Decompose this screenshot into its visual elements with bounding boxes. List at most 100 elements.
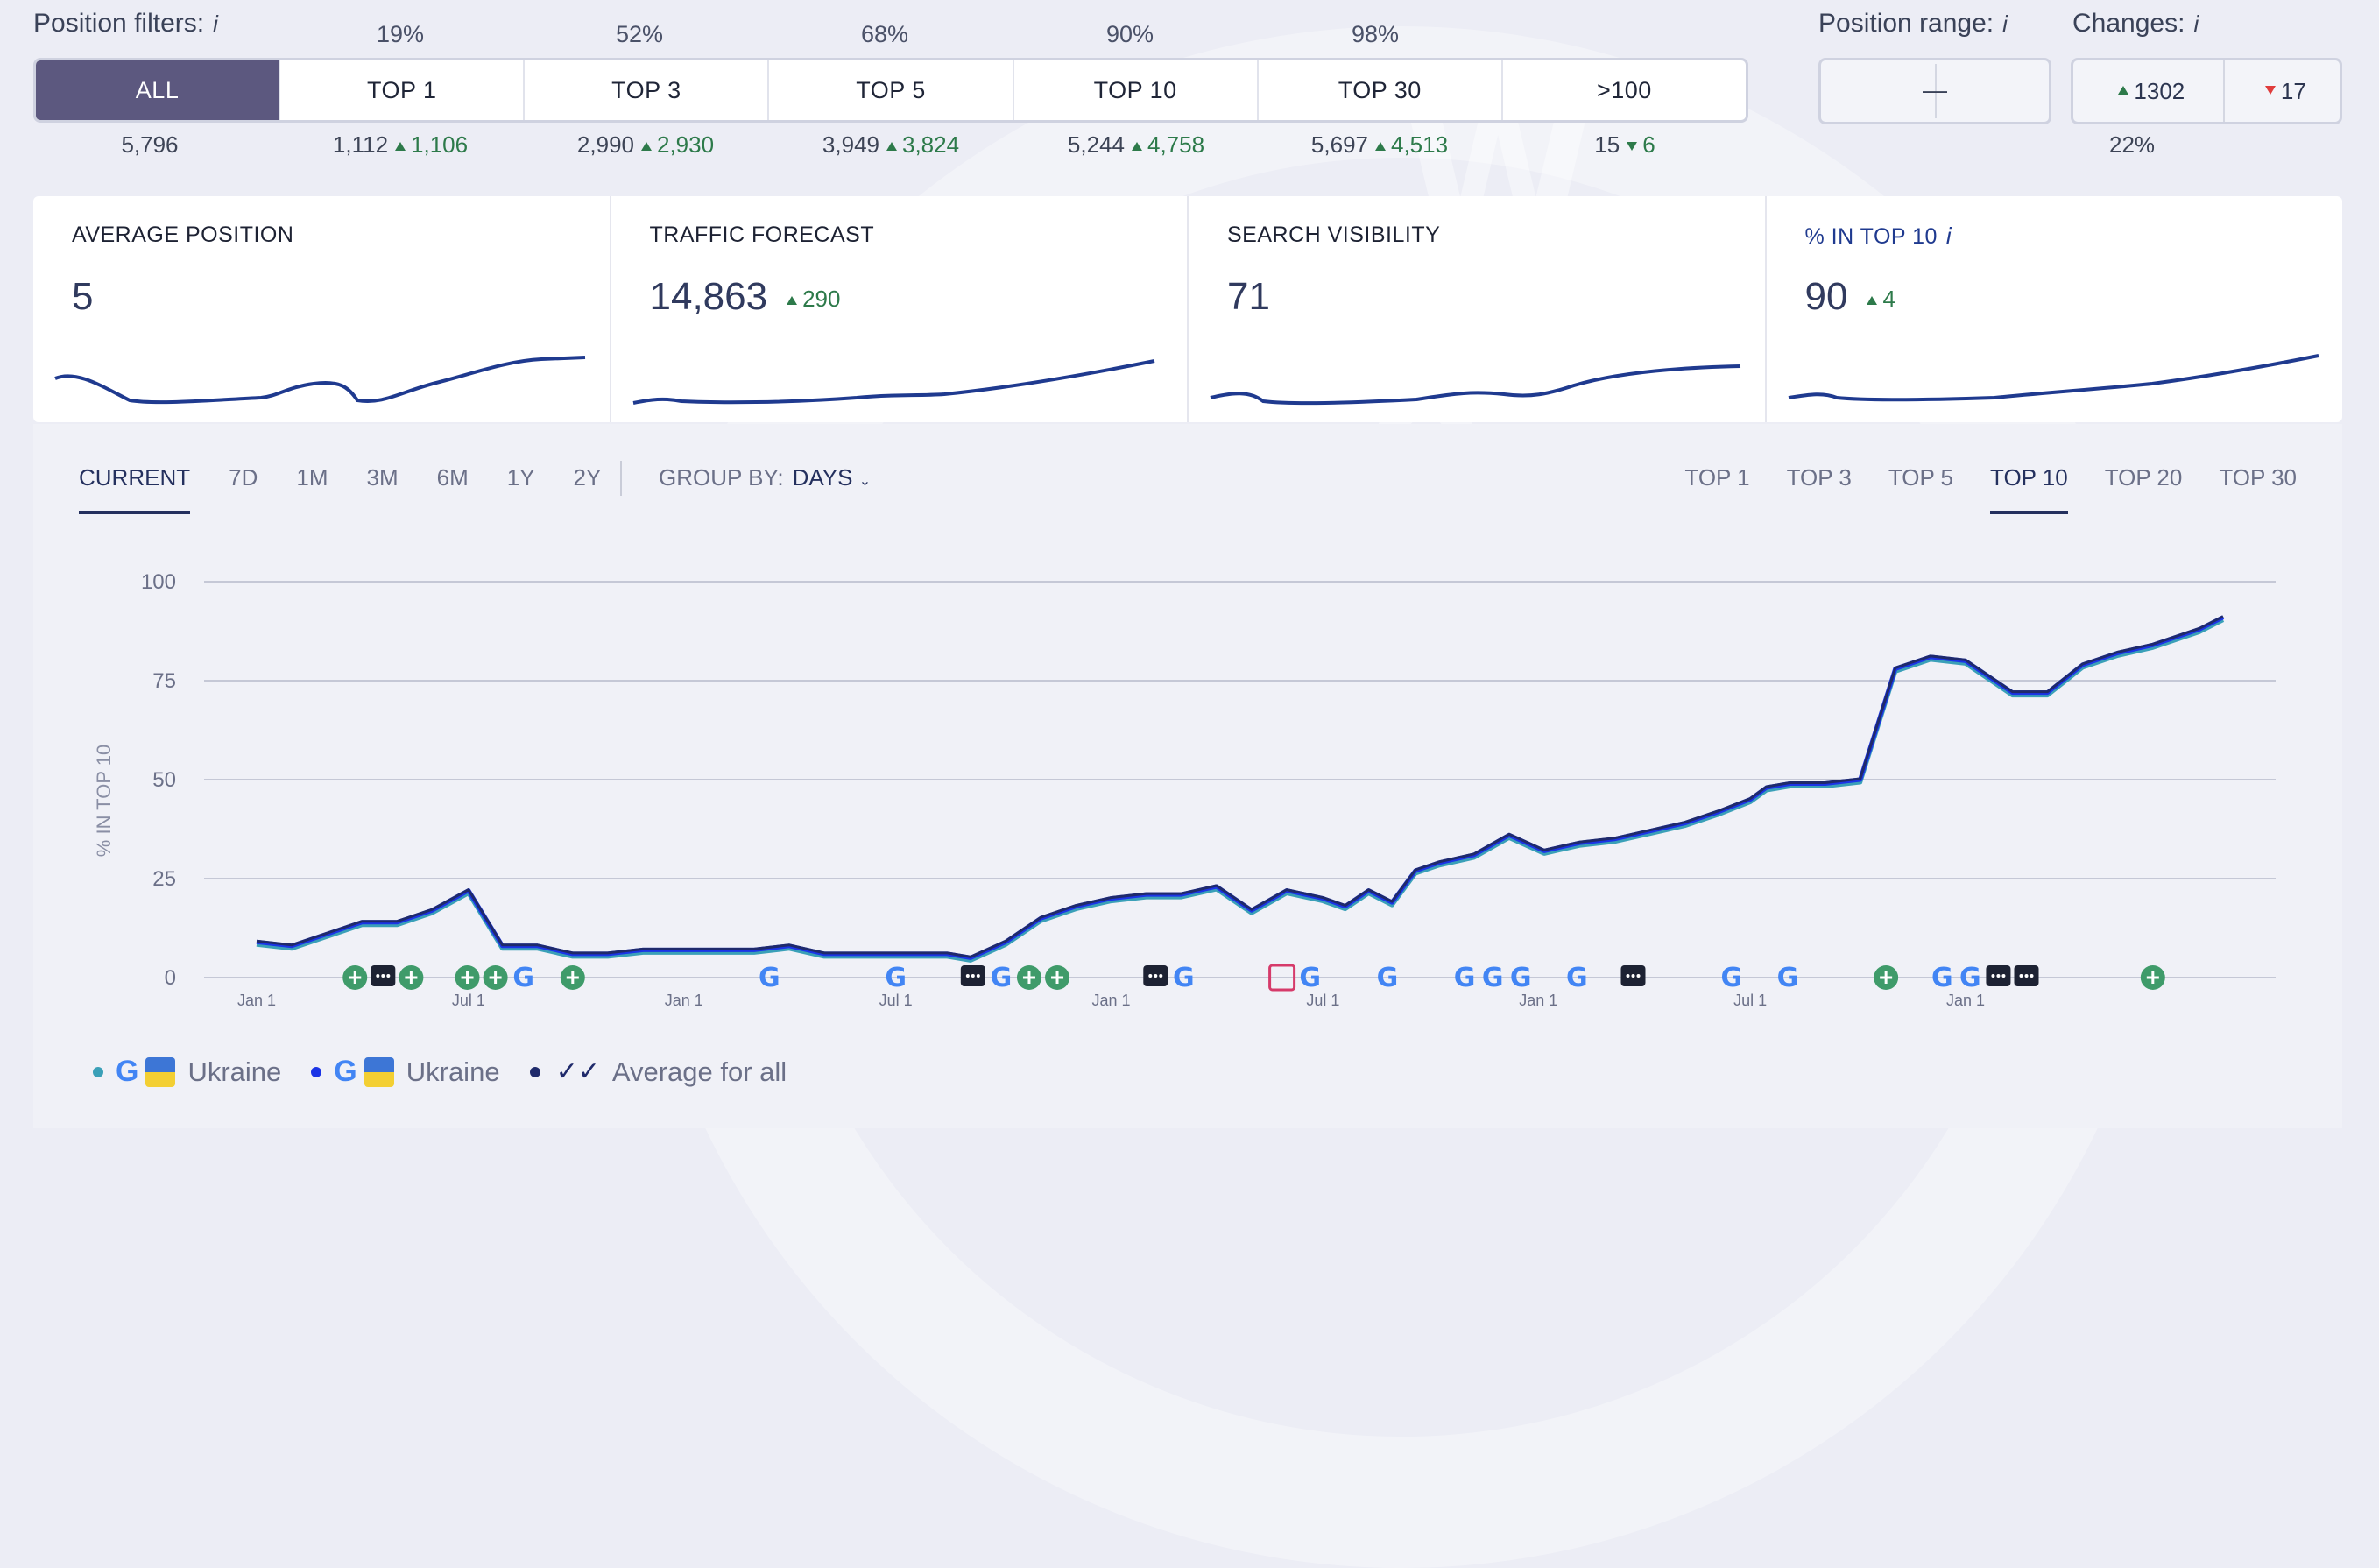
google-icon: G [116, 1055, 139, 1088]
x-tick-label: Jul 1 [452, 992, 485, 1009]
comment-dot [1154, 974, 1158, 978]
google-update-icon: G [1482, 963, 1504, 993]
card-average-position[interactable]: AVERAGE POSITION 5 [33, 196, 611, 422]
card-percent-in-top10[interactable]: % IN TOP 10 i 90 4 [1767, 196, 2343, 422]
top-tabs: TOP 1 TOP 3 TOP 5 TOP 10 TOP 20 TOP 30 [1648, 464, 2297, 514]
tab-2y[interactable]: 2Y [573, 464, 602, 491]
position-range-label-row: Position range: i [1818, 9, 2008, 39]
card-value: 5 [72, 275, 94, 318]
info-icon[interactable]: i [213, 11, 218, 37]
group-by-dropdown[interactable]: GROUP BY: DAYS ⌄ [659, 464, 871, 491]
up-arrow-icon [1867, 295, 1878, 305]
legend-dot [93, 1066, 103, 1077]
google-update-icon: G [1959, 963, 1981, 993]
changes-up-value: 1302 [2134, 77, 2185, 104]
comment-dot [971, 974, 975, 978]
google-update-icon: G [759, 963, 780, 993]
changes-label: Changes: [2072, 9, 2185, 38]
tab-top1[interactable]: TOP 1 [1684, 464, 1750, 491]
changes-percent: 22% [2109, 131, 2156, 158]
tab-top20[interactable]: TOP 20 [2104, 464, 2183, 491]
up-arrow-icon [641, 142, 652, 151]
legend-item[interactable]: G Ukraine [311, 1055, 500, 1089]
card-value: 14,863 290 [649, 275, 841, 318]
comment-dot [386, 974, 391, 978]
comment-dot [1631, 974, 1635, 978]
filter-over100-button[interactable]: >100 [1597, 76, 1652, 103]
sparkline [632, 359, 1154, 405]
x-tick-label: Jan 1 [237, 992, 276, 1009]
up-arrow-icon [395, 142, 406, 151]
card-title: AVERAGE POSITION [72, 222, 294, 247]
count-top1: 1,112 1,106 [332, 131, 469, 158]
position-filter-buttons: ALL TOP 1 TOP 3 TOP 5 TOP 10 TOP 30 >100 [33, 58, 1748, 123]
x-tick-label: Jul 1 [1733, 992, 1767, 1009]
ukraine-flag-icon [364, 1056, 394, 1087]
tab-current[interactable]: CURRENT [79, 464, 191, 514]
count-top30: 5,697 4,513 [1310, 131, 1449, 158]
card-search-visibility[interactable]: SEARCH VISIBILITY 71 [1189, 196, 1767, 422]
google-update-icon: G [1299, 963, 1321, 993]
comment-dot [965, 974, 970, 978]
x-tick-label: Jan 1 [1091, 992, 1130, 1009]
legend-dot [529, 1066, 540, 1077]
count-over100: 15 6 [1594, 131, 1655, 158]
info-icon[interactable]: i [2193, 11, 2199, 37]
y-tick-label: 25 [152, 867, 176, 891]
info-icon[interactable]: i [1945, 222, 1952, 249]
google-update-icon: G [885, 963, 907, 993]
tab-7d[interactable]: 7D [229, 464, 258, 491]
filter-top3-button[interactable]: TOP 3 [525, 60, 770, 120]
google-update-icon: G [1566, 963, 1588, 993]
period-tabs: CURRENT 7D 1M 3M 6M 1Y 2Y [79, 464, 639, 514]
position-range-label: Position range: [1818, 9, 1994, 38]
legend-item[interactable]: G Ukraine [93, 1055, 281, 1089]
group-by-label: GROUP BY: [659, 464, 784, 491]
tab-1y[interactable]: 1Y [506, 464, 535, 491]
card-value: 90 4 [1804, 275, 1895, 318]
x-tick-label: Jul 1 [1306, 992, 1339, 1009]
x-tick-label: Jan 1 [1946, 992, 1985, 1009]
chevron-down-icon: ⌄ [858, 474, 872, 489]
info-icon[interactable]: i [2002, 11, 2008, 37]
filter-top1-button[interactable]: TOP 1 [280, 60, 526, 120]
legend-label: Average for all [611, 1056, 787, 1087]
tab-top30[interactable]: TOP 30 [2219, 464, 2297, 491]
tab-top10[interactable]: TOP 10 [1990, 464, 2068, 514]
percent-top30: 98% [1351, 21, 1400, 47]
google-update-icon: G [1777, 963, 1799, 993]
card-traffic-forecast[interactable]: TRAFFIC FORECAST 14,863 290 [611, 196, 1189, 422]
comment-dot [2030, 974, 2034, 978]
google-update-icon: G [1931, 963, 1953, 993]
tab-6m[interactable]: 6M [436, 464, 469, 491]
plus-glyph [1880, 971, 1893, 984]
filter-top10-button[interactable]: TOP 10 [1014, 60, 1259, 120]
comment-dot [976, 974, 980, 978]
down-arrow-icon [2264, 86, 2276, 95]
plus-glyph [1051, 971, 1064, 984]
comment-dot [2024, 974, 2029, 978]
x-tick-label: Jan 1 [665, 992, 703, 1009]
series-line-ukraine-desktop [256, 618, 2225, 963]
legend-item[interactable]: ✓✓ Average for all [529, 1056, 787, 1088]
legend-dot [311, 1066, 322, 1077]
card-title: TRAFFIC FORECAST [649, 222, 875, 247]
x-tick-label: Jul 1 [879, 992, 913, 1009]
plus-glyph [489, 971, 502, 984]
tab-top5[interactable]: TOP 5 [1888, 464, 1954, 491]
y-axis-label: % IN TOP 10 [93, 745, 115, 857]
tab-top3[interactable]: TOP 3 [1786, 464, 1852, 491]
position-range-input[interactable]: — [1818, 58, 2051, 124]
tab-3m[interactable]: 3M [366, 464, 399, 491]
filter-all-button[interactable]: ALL [36, 60, 281, 120]
tab-1m[interactable]: 1M [296, 464, 328, 491]
range-divider [1935, 64, 1937, 118]
filter-top30-button[interactable]: TOP 30 [1259, 60, 1503, 120]
filter-top5-button[interactable]: TOP 5 [769, 60, 1014, 120]
changes-down-button[interactable]: 17 [2225, 60, 2340, 122]
google-mobile-icon: G [334, 1055, 357, 1088]
google-update-icon: G [991, 963, 1013, 993]
count-top5: 3,949 3,824 [822, 131, 960, 158]
changes-up-button[interactable]: 1302 [2073, 60, 2225, 122]
